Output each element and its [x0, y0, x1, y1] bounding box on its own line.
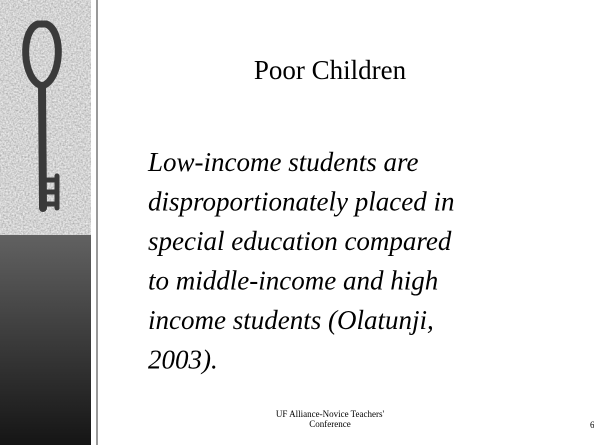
body-line: income students (Olatunji, [148, 305, 434, 335]
body-line: special education compared [148, 226, 452, 256]
slide-footer: UF Alliance-Novice Teachers'Conference [276, 409, 385, 429]
slide-title: Poor Children [254, 55, 407, 85]
footer-line: UF Alliance-Novice Teachers' [276, 409, 385, 419]
footer-line: Conference [309, 419, 350, 429]
page-number: 6 [590, 420, 594, 430]
page: Poor Children Low-income students are dis… [0, 0, 594, 445]
slide-body: Low-income students are disproportionatel… [147, 147, 454, 375]
slide: Poor Children Low-income students are dis… [0, 0, 594, 445]
body-line: disproportionately placed in [148, 187, 454, 217]
body-line: 2003). [148, 345, 218, 375]
body-line: Low-income students are [147, 147, 418, 177]
body-line: to middle-income and high [148, 266, 438, 296]
